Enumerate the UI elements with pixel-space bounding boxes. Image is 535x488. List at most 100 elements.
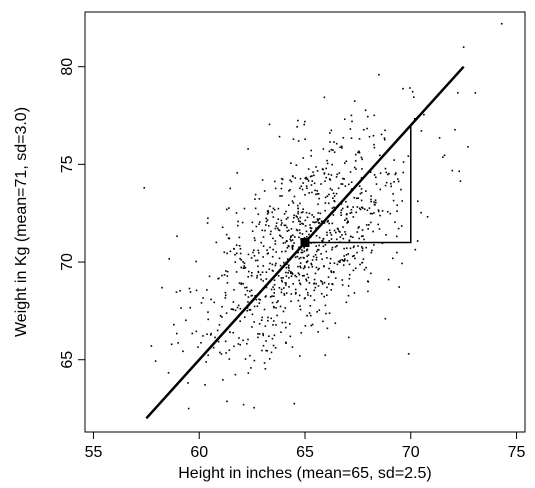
data-point bbox=[234, 309, 237, 312]
data-point bbox=[348, 183, 350, 186]
data-point bbox=[335, 176, 338, 178]
data-point bbox=[369, 171, 372, 174]
data-point bbox=[277, 229, 280, 231]
data-point bbox=[295, 228, 298, 231]
data-point bbox=[210, 332, 212, 335]
data-point bbox=[295, 275, 298, 278]
y-tick-label: 65 bbox=[59, 351, 76, 369]
data-point bbox=[195, 330, 198, 333]
data-point bbox=[143, 187, 146, 189]
data-point bbox=[236, 306, 239, 309]
data-point bbox=[290, 162, 292, 164]
data-point bbox=[291, 246, 294, 248]
data-point bbox=[195, 260, 197, 263]
data-point bbox=[265, 295, 267, 297]
data-point bbox=[264, 296, 267, 298]
data-point bbox=[299, 256, 302, 259]
data-point bbox=[317, 222, 320, 224]
data-point bbox=[365, 246, 367, 249]
data-point bbox=[328, 240, 331, 242]
data-point bbox=[327, 202, 330, 205]
data-point bbox=[331, 246, 334, 249]
data-point bbox=[333, 141, 335, 143]
data-point bbox=[268, 335, 270, 338]
data-point bbox=[292, 138, 295, 140]
data-point bbox=[229, 331, 231, 334]
data-point bbox=[243, 316, 246, 319]
data-point bbox=[257, 265, 259, 268]
data-point bbox=[402, 161, 405, 163]
data-point bbox=[373, 201, 375, 203]
data-point bbox=[287, 244, 290, 247]
data-point bbox=[350, 211, 353, 214]
data-point bbox=[299, 265, 301, 268]
data-point bbox=[342, 259, 345, 262]
data-point bbox=[306, 187, 308, 190]
data-point bbox=[342, 237, 345, 240]
data-point bbox=[368, 135, 371, 138]
data-point bbox=[215, 241, 218, 244]
data-point bbox=[375, 183, 378, 185]
data-point bbox=[281, 280, 284, 283]
data-point bbox=[335, 142, 338, 145]
data-point bbox=[275, 222, 278, 224]
data-point bbox=[253, 254, 256, 257]
data-point bbox=[232, 331, 234, 334]
data-point bbox=[323, 172, 326, 174]
data-point bbox=[250, 289, 253, 292]
data-point bbox=[315, 256, 318, 259]
data-point bbox=[333, 262, 336, 265]
data-point bbox=[329, 179, 332, 181]
data-point bbox=[253, 237, 256, 239]
data-point bbox=[323, 295, 326, 298]
data-point bbox=[324, 196, 327, 199]
data-point bbox=[402, 171, 405, 174]
data-point bbox=[307, 291, 309, 294]
data-point bbox=[250, 257, 253, 259]
data-point bbox=[291, 273, 294, 275]
data-point bbox=[366, 209, 369, 212]
data-point bbox=[366, 280, 369, 283]
data-point bbox=[394, 173, 397, 176]
data-point bbox=[318, 197, 320, 200]
data-point bbox=[458, 170, 461, 173]
data-point bbox=[299, 232, 301, 234]
data-point bbox=[314, 272, 317, 275]
data-point bbox=[269, 296, 272, 298]
data-point bbox=[335, 238, 338, 241]
data-point bbox=[305, 261, 308, 263]
data-point bbox=[332, 271, 335, 273]
data-point bbox=[216, 329, 219, 332]
data-point bbox=[230, 308, 233, 310]
data-point bbox=[291, 175, 294, 177]
data-point bbox=[282, 277, 284, 279]
x-tick-label: 65 bbox=[296, 444, 314, 461]
data-point bbox=[462, 46, 465, 48]
data-point bbox=[272, 320, 275, 322]
data-point bbox=[379, 154, 381, 157]
data-point bbox=[224, 340, 227, 343]
data-point bbox=[350, 114, 353, 117]
data-point bbox=[257, 336, 259, 339]
data-point bbox=[336, 244, 338, 247]
data-point bbox=[348, 277, 351, 280]
data-point bbox=[334, 322, 337, 324]
data-point bbox=[342, 264, 345, 266]
data-point bbox=[232, 301, 235, 303]
data-point bbox=[293, 195, 296, 198]
data-point bbox=[313, 278, 316, 281]
data-point bbox=[237, 304, 240, 307]
data-point bbox=[302, 157, 305, 159]
data-point bbox=[270, 351, 273, 354]
data-point bbox=[261, 179, 264, 181]
data-point bbox=[306, 255, 308, 258]
data-point bbox=[177, 342, 179, 344]
data-point bbox=[370, 200, 372, 203]
data-point bbox=[311, 214, 313, 216]
data-point bbox=[310, 227, 313, 230]
x-axis-title: Height in inches (mean=65, sd=2.5) bbox=[178, 465, 431, 482]
data-point bbox=[313, 182, 316, 185]
data-point bbox=[392, 199, 395, 202]
data-point bbox=[315, 250, 318, 253]
data-point bbox=[315, 266, 318, 269]
